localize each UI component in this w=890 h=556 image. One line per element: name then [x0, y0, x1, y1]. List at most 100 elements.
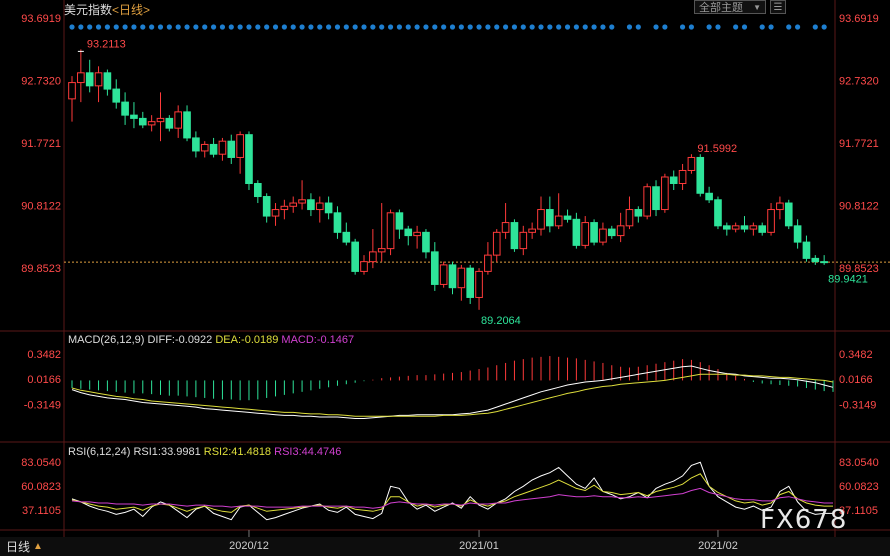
event-dot	[193, 24, 199, 30]
candle-body	[280, 205, 289, 211]
event-dot	[733, 24, 739, 30]
triangle-up-icon: ▲	[33, 540, 43, 552]
candle-body	[130, 114, 138, 119]
candle-body	[298, 199, 306, 204]
candle-body	[731, 225, 740, 230]
event-dot	[264, 24, 270, 30]
event-dot	[290, 24, 296, 30]
price-tick-right: 90.8122	[839, 201, 879, 213]
rsi-tick-right: 37.1105	[839, 505, 878, 517]
event-dot	[210, 24, 217, 30]
candle-body	[174, 111, 183, 129]
candle-body	[484, 254, 492, 272]
candle-body	[607, 228, 616, 237]
candle-body	[590, 222, 598, 243]
candle-body	[714, 199, 722, 227]
candle-body	[749, 225, 758, 230]
price-tick-left: 91.7721	[21, 138, 61, 150]
menu-button[interactable]: ☰	[770, 0, 786, 14]
event-dot	[653, 24, 659, 30]
chevron-down-icon: ▼	[753, 2, 761, 12]
event-dot	[759, 24, 765, 30]
period-label[interactable]: <日线>	[112, 3, 151, 17]
macd-tick-left: 0.3482	[27, 349, 61, 361]
candle-body	[377, 248, 386, 253]
candle-body	[271, 209, 280, 217]
candle-body	[696, 156, 705, 194]
rsi2-value: RSI2:41.4818	[203, 446, 272, 458]
macd-tick-right: 0.0166	[839, 374, 873, 386]
candle-body	[784, 202, 793, 227]
price-tick-left: 93.6919	[21, 13, 61, 25]
event-dot	[140, 24, 146, 30]
candle-body	[643, 186, 651, 217]
macd-tick-right: -0.3149	[839, 399, 876, 411]
watermark: FX678	[760, 505, 848, 535]
event-dot	[175, 24, 181, 30]
candle-body	[528, 228, 536, 233]
price-tick-right: 92.7320	[839, 76, 879, 88]
event-dot	[361, 24, 367, 30]
candle-body	[563, 215, 572, 220]
event-dot	[511, 24, 518, 30]
event-dot	[166, 24, 172, 30]
event-dot	[334, 24, 341, 30]
macd-macd-value: MACD:-0.1467	[281, 334, 355, 346]
candle-body	[68, 82, 76, 100]
macd-diff-value: DIFF:-0.0922	[147, 334, 213, 346]
candle-body	[386, 212, 395, 250]
candle-body	[333, 212, 342, 233]
candle-body	[678, 169, 687, 185]
macd-tick-left: 0.0166	[27, 374, 61, 386]
x-axis-label: 2020/12	[229, 540, 269, 552]
candle-body	[537, 209, 545, 230]
price-tick-left: 90.8122	[21, 201, 61, 213]
macd-tick-left: -0.3149	[24, 399, 61, 411]
theme-dropdown[interactable]: 全部主题 ▼	[694, 0, 766, 14]
candle-body	[77, 72, 85, 84]
candle-body	[413, 231, 421, 237]
event-dot	[69, 24, 75, 30]
x-axis-bar	[0, 537, 890, 556]
theme-dropdown-label: 全部主题	[699, 2, 743, 14]
event-dot	[786, 24, 792, 30]
event-dot	[715, 24, 721, 30]
event-dot	[635, 24, 641, 30]
candle-body	[138, 117, 147, 126]
candle-body	[165, 117, 174, 129]
candle-body	[793, 225, 802, 243]
event-dot	[396, 24, 403, 30]
candle-body	[236, 134, 244, 158]
event-dot	[308, 24, 314, 30]
event-dot	[78, 24, 84, 30]
event-dot	[556, 24, 562, 30]
event-dot	[423, 24, 429, 30]
price-tick-left: 89.8523	[21, 263, 61, 275]
candle-body	[820, 261, 828, 264]
candle-body	[740, 225, 749, 230]
rsi3-value: RSI3:44.4746	[274, 446, 342, 458]
instrument-name: 美元指数	[64, 3, 113, 17]
candle-body	[245, 134, 253, 185]
candle-body	[705, 192, 713, 201]
event-dot	[538, 24, 544, 30]
candle-body	[262, 196, 271, 217]
event-dot	[432, 24, 438, 30]
candle-body	[121, 101, 129, 116]
macd-dea-value: DEA:-0.0189	[215, 334, 279, 346]
event-dot	[812, 24, 818, 30]
macd-tick-right: 0.3482	[839, 349, 873, 361]
event-dot	[502, 24, 509, 30]
event-dot	[113, 24, 119, 30]
event-dot	[326, 24, 332, 30]
candle-body	[475, 270, 483, 298]
event-dot	[441, 24, 447, 30]
event-dot	[741, 24, 748, 30]
event-dot	[547, 24, 553, 30]
period-tab[interactable]: 日线 ▲	[0, 537, 64, 555]
macd-diff-line	[71, 365, 834, 419]
candle-body	[501, 222, 510, 233]
low-price-label: 89.2064	[481, 315, 521, 327]
event-dot	[317, 24, 323, 30]
event-dot	[609, 24, 615, 30]
